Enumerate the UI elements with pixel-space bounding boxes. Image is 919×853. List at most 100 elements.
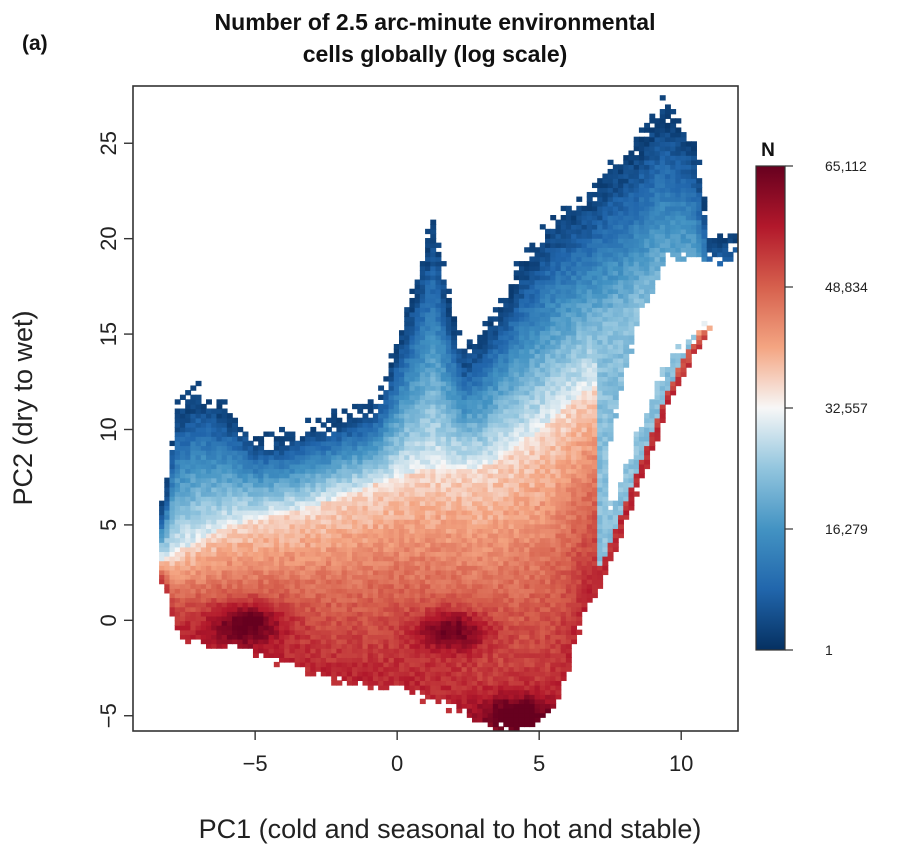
heatmap-cell: [524, 367, 531, 373]
heatmap-cell: [451, 477, 458, 483]
heatmap-cell: [503, 542, 510, 548]
heatmap-cell: [477, 546, 484, 553]
heatmap-cell: [539, 477, 546, 483]
heatmap-cell: [440, 468, 447, 474]
heatmap-cell: [451, 357, 458, 364]
heatmap-cell: [419, 454, 426, 460]
heatmap-cell: [451, 362, 458, 368]
heatmap-cell: [273, 463, 280, 470]
heatmap-cell: [498, 408, 505, 414]
heatmap-cell: [336, 500, 343, 506]
heatmap-cell: [461, 426, 468, 433]
heatmap-cell: [258, 643, 265, 649]
heatmap-cell: [388, 505, 395, 511]
heatmap-cell: [466, 357, 473, 364]
heatmap-cell: [513, 532, 520, 539]
heatmap-cell: [456, 463, 463, 470]
heatmap-cell: [352, 509, 358, 516]
heatmap-cell: [221, 514, 228, 520]
heatmap-cell: [310, 505, 317, 511]
heatmap-cell: [414, 403, 421, 410]
heatmap-cell: [331, 620, 338, 626]
heatmap-cell: [393, 422, 400, 428]
heatmap-cell: [451, 546, 458, 553]
heatmap-cell: [362, 569, 369, 576]
heatmap-cell: [414, 362, 421, 368]
heatmap-cell: [513, 574, 520, 580]
heatmap-cell: [226, 537, 233, 543]
heatmap-cell: [174, 574, 181, 580]
heatmap-cell: [466, 403, 473, 410]
heatmap-cell: [320, 560, 327, 566]
heatmap-cell: [352, 643, 358, 649]
heatmap-cell: [388, 399, 395, 405]
heatmap-cell: [195, 408, 202, 414]
heatmap-cell: [414, 509, 421, 516]
heatmap-cell: [226, 560, 233, 566]
heatmap-cell: [279, 583, 285, 589]
heatmap-cell: [346, 546, 353, 553]
heatmap-cell: [430, 344, 437, 350]
heatmap-cell: [362, 546, 369, 553]
heatmap-cell: [206, 625, 212, 631]
heatmap-cell: [508, 698, 515, 705]
heatmap-cell: [534, 348, 541, 354]
heatmap-cell: [545, 648, 551, 654]
heatmap-cell: [367, 648, 374, 654]
heatmap-cell: [357, 491, 364, 497]
heatmap-cell: [445, 652, 452, 658]
heatmap-cell: [190, 528, 197, 534]
heatmap-cell: [226, 569, 233, 576]
heatmap-cell: [430, 417, 437, 424]
heatmap-cell: [331, 473, 338, 479]
heatmap-cell: [268, 519, 275, 525]
heatmap-cell: [477, 611, 484, 617]
heatmap-cell: [430, 380, 437, 387]
heatmap-cell: [195, 426, 202, 433]
heatmap-cell: [435, 454, 442, 460]
heatmap-cell: [508, 569, 515, 576]
heatmap-cell: [398, 560, 405, 566]
heatmap-cell: [398, 643, 405, 649]
heatmap-cell: [440, 652, 447, 658]
heatmap-cell: [534, 445, 541, 451]
heatmap-cell: [451, 643, 458, 649]
heatmap-cell: [388, 680, 395, 686]
heatmap-cell: [195, 528, 202, 534]
heatmap-cell: [419, 473, 426, 479]
heatmap-cell: [487, 440, 494, 447]
heatmap-cell: [362, 583, 369, 589]
heatmap-cell: [362, 615, 369, 622]
heatmap-cell: [320, 491, 327, 497]
heatmap-cell: [289, 519, 296, 525]
heatmap-cell: [388, 671, 395, 677]
heatmap-cell: [164, 560, 171, 566]
heatmap-cell: [503, 367, 510, 373]
heatmap-cell: [477, 675, 484, 682]
heatmap-cell: [498, 523, 505, 529]
heatmap-cell: [216, 592, 223, 599]
heatmap-cell: [258, 500, 265, 506]
heatmap-cell: [357, 473, 364, 479]
heatmap-cell: [529, 491, 536, 497]
heatmap-cell: [456, 330, 463, 336]
heatmap-cell: [252, 491, 259, 497]
heatmap-cell: [440, 449, 447, 456]
heatmap-cell: [362, 468, 369, 474]
heatmap-cell: [299, 477, 306, 483]
heatmap-cell: [179, 560, 186, 566]
heatmap-cell: [451, 606, 458, 612]
heatmap-cell: [247, 509, 254, 516]
heatmap-cell: [310, 611, 317, 617]
heatmap-cell: [211, 555, 218, 562]
heatmap-cell: [341, 634, 348, 640]
heatmap-cell: [435, 565, 442, 571]
heatmap-cell: [216, 426, 223, 433]
heatmap-cell: [425, 228, 431, 235]
heatmap-cell: [325, 532, 332, 539]
heatmap-cell: [487, 615, 494, 622]
heatmap-cell: [430, 422, 437, 428]
heatmap-cell: [226, 454, 233, 460]
heatmap-cell: [331, 680, 338, 686]
heatmap-cell: [508, 615, 515, 622]
